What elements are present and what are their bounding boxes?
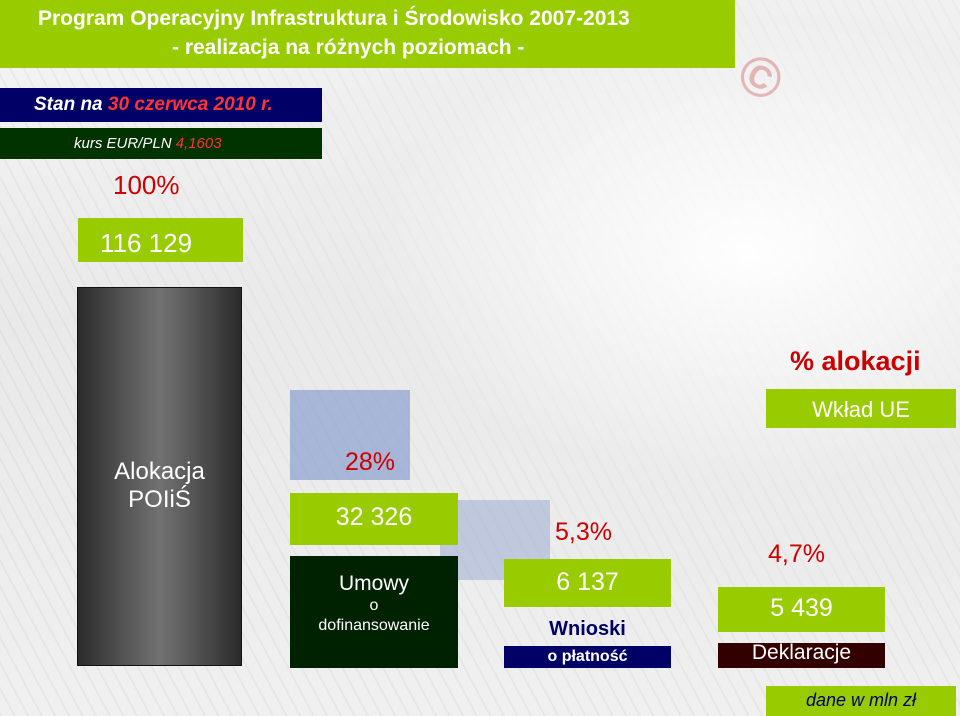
- page-subtitle: - realizacja na różnych poziomach -: [172, 36, 525, 59]
- bar-category-label-line: Deklaracje: [751, 641, 852, 664]
- legend-heading: % alokacji: [790, 346, 921, 376]
- bar-category-box: [718, 643, 885, 668]
- bar-value-label: 5 439: [770, 594, 833, 622]
- bar-category-label-line: dofinansowanie: [318, 617, 430, 634]
- bar-category-label-line: o: [369, 597, 379, 614]
- bar-category-strip: [504, 646, 671, 668]
- exchange-rate-line: kurs EUR/PLN 4,1603: [74, 135, 222, 152]
- status-line: Stan na 30 czerwca 2010 r.: [34, 94, 273, 116]
- bar-category-box: [290, 556, 458, 668]
- bar-category-label-line: Alokacja: [114, 458, 205, 485]
- status-bar: [0, 88, 322, 122]
- eu-flag-decoration: [290, 390, 410, 480]
- bar-value-box: [78, 218, 243, 262]
- exchange-rate-value: 4,1603: [175, 135, 222, 152]
- bar-percent-label: 5,3%: [555, 518, 612, 546]
- bar-value-box: [504, 559, 671, 607]
- bar-percent-label: 4,7%: [768, 540, 825, 568]
- bar-value-label: 32 326: [335, 503, 413, 531]
- status-date: 30 czerwca 2010 r.: [107, 94, 273, 115]
- bar-value-box: [290, 493, 458, 545]
- bar-value-box: [718, 587, 885, 632]
- exchange-rate-label: kurs EUR/PLN: [74, 135, 176, 152]
- bar-category-label-line: POIiŚ: [128, 486, 191, 513]
- bar-value-label: 116 129: [99, 228, 193, 258]
- exchange-rate-bar: [0, 128, 322, 159]
- legend-box: [766, 389, 956, 428]
- page-title: Program Operacyjny Infrastruktura i Środ…: [38, 7, 630, 30]
- bar-category-label-line: Wnioski: [549, 618, 626, 640]
- footnote: dane w mln zł: [805, 690, 917, 710]
- bar-value-label: 6 137: [556, 568, 619, 596]
- bar-percent-label: 100%: [113, 170, 180, 200]
- bar-percent-label: 28%: [345, 448, 396, 476]
- bar-category-label-line: Umowy: [338, 572, 409, 595]
- status-prefix: Stan na: [34, 94, 108, 115]
- bar-category-label-line: o płatność: [547, 648, 628, 665]
- footnote-box: [766, 686, 956, 716]
- title-banner: [0, 0, 735, 68]
- bar-allocation: [77, 287, 242, 666]
- legend-label: Wkład UE: [812, 397, 910, 422]
- bar-category-label: Alokacja POIiŚ: [77, 458, 242, 514]
